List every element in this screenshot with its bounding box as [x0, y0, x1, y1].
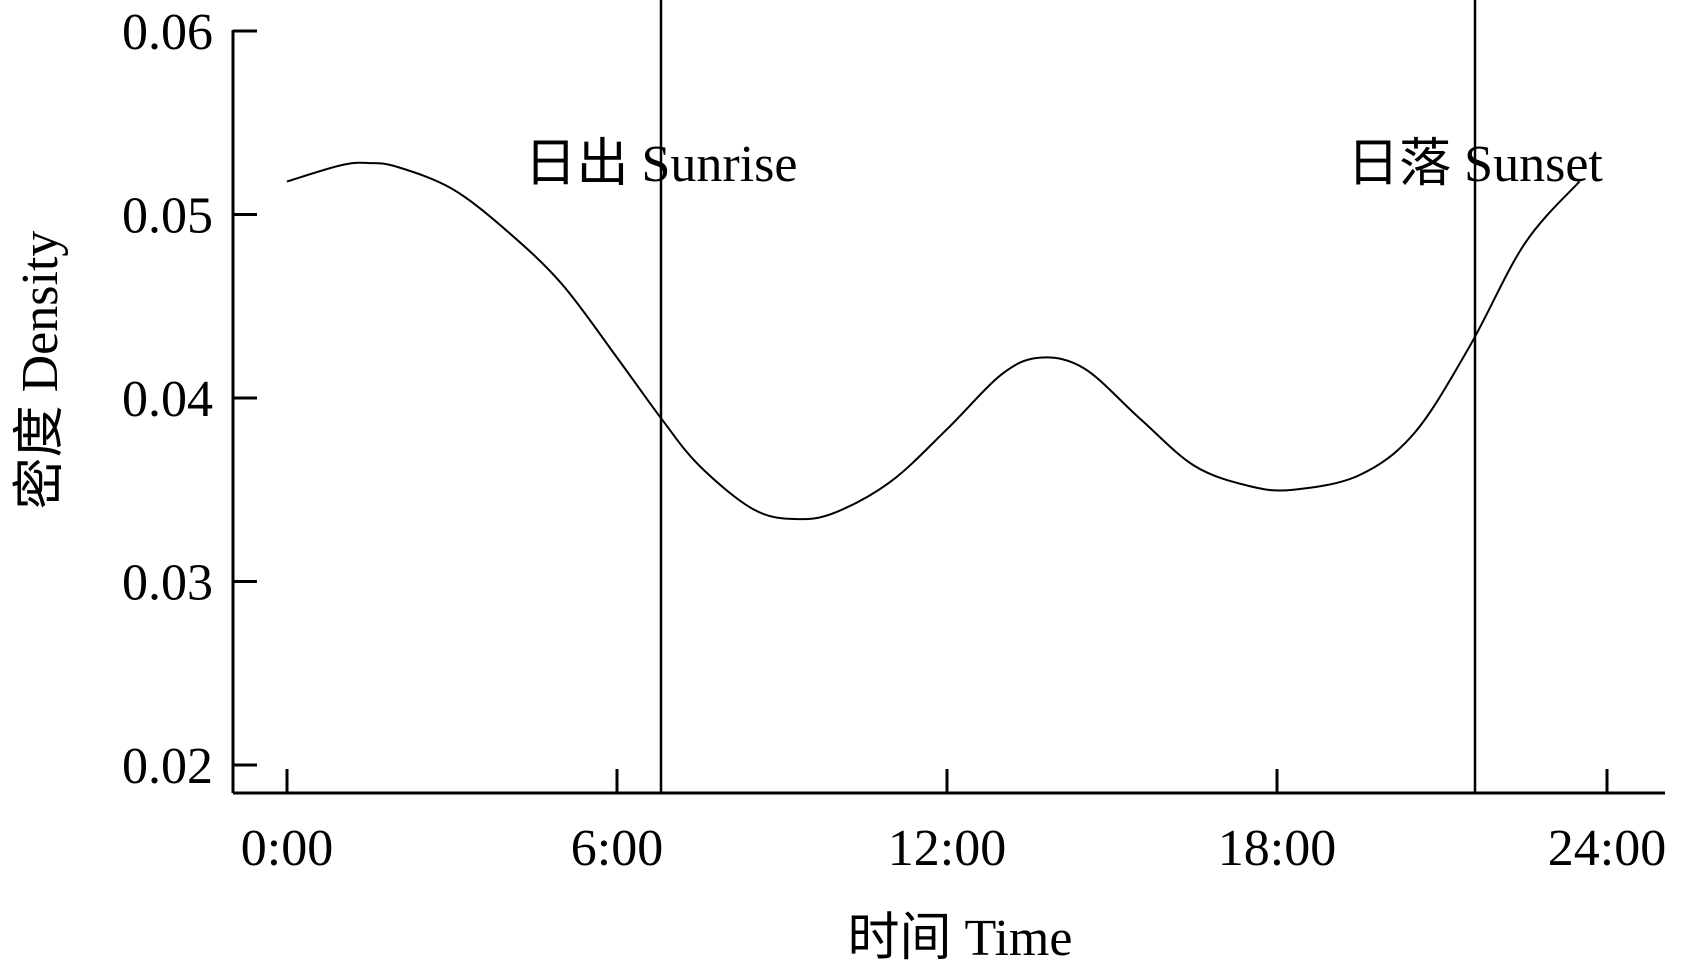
event-lines: 日出 Sunrise 日落 Sunset — [524, 0, 1603, 793]
y-axis-label: 密度 Density — [12, 231, 69, 510]
density-curve — [286, 161, 1581, 521]
y-axis: 0.02 0.03 0.04 0.05 0.06 — [122, 4, 257, 795]
x-axis: 0:00 6:00 12:00 18:00 24:00 — [233, 769, 1666, 877]
x-tick-label: 24:00 — [1548, 820, 1666, 877]
y-tick-label: 0.04 — [122, 371, 213, 428]
density-series — [286, 161, 1581, 521]
x-tick-label: 6:00 — [571, 820, 663, 877]
y-tick-label: 0.02 — [122, 738, 213, 795]
x-tick-label: 18:00 — [1218, 820, 1336, 877]
x-tick-label: 0:00 — [241, 820, 333, 877]
x-tick-label: 12:00 — [888, 820, 1006, 877]
y-tick-label: 0.05 — [122, 188, 213, 245]
y-tick-label: 0.03 — [122, 555, 213, 612]
sunset-label: 日落 Sunset — [1347, 136, 1603, 193]
x-axis-label: 时间 Time — [848, 910, 1073, 965]
y-tick-label: 0.06 — [122, 4, 213, 61]
sunrise-label: 日出 Sunrise — [524, 136, 797, 193]
